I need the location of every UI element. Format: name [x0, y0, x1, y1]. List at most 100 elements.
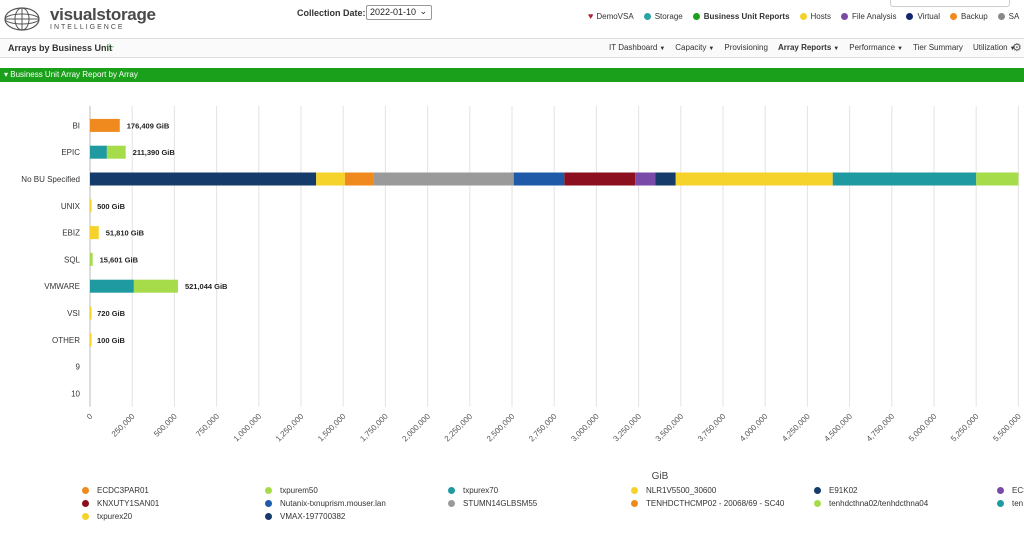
category-label: EPIC	[61, 148, 80, 157]
legend-item[interactable]: ECDC3PAR01	[82, 486, 149, 495]
menu-tier-summary[interactable]: Tier Summary	[913, 43, 963, 52]
nav-item-virtual[interactable]: Virtual	[906, 12, 940, 21]
nav-item-storage[interactable]: Storage	[643, 11, 683, 21]
category-label: UNIX	[61, 202, 81, 211]
nav-item-label: Backup	[960, 11, 988, 21]
bar-segment	[90, 199, 92, 213]
bar-segment	[133, 279, 178, 293]
legend-item[interactable]: txpurex20	[82, 512, 132, 521]
legend-dot-icon	[82, 500, 89, 507]
menu-capacity[interactable]: Capacity ▼	[675, 43, 714, 52]
x-tick-label: 1,750,000	[358, 411, 390, 443]
bar-segment	[513, 172, 565, 186]
legend-item[interactable]: NLR1V5500_30600	[631, 486, 716, 495]
legend-item[interactable]: txpurem50	[265, 486, 318, 495]
legend-label: NLR1V5500_30600	[646, 486, 717, 495]
legend-dot-icon	[631, 487, 638, 494]
x-tick-label: 2,500,000	[485, 411, 517, 443]
x-tick-label: 5,000,000	[907, 411, 939, 443]
legend-item[interactable]: tenhdcthna02/tenhdcthna04	[814, 499, 928, 508]
nav-item-label: Business Unit Reports	[703, 11, 790, 21]
nav-item-label: DemoVSA	[596, 11, 634, 21]
page-toolbar: Arrays by Business Unit ☆ IT Dashboard ▼ C…	[0, 38, 1024, 58]
x-tick-label: 500,000	[152, 411, 179, 438]
heart-icon: ♥	[588, 11, 594, 21]
x-tick-label: 4,500,000	[822, 411, 854, 443]
nav-item-demovsa[interactable]: ♥ DemoVSA	[588, 11, 634, 21]
legend-dot-icon	[265, 513, 272, 520]
nav-item-business-unit-reports[interactable]: Business Unit Reports	[692, 11, 790, 21]
menu-performance[interactable]: Performance ▼	[849, 43, 903, 52]
legend-label: ECS	[1012, 486, 1024, 495]
nav-item-label: File Analysis	[851, 11, 897, 21]
search-input[interactable]	[890, 0, 1010, 7]
nav-item-backup[interactable]: Backup	[949, 11, 988, 21]
section-title: ▾ Business Unit Array Report by Array	[4, 70, 138, 79]
bar-segment	[90, 226, 99, 240]
bar-segment	[90, 145, 107, 159]
x-tick-label: 5,500,000	[991, 411, 1023, 443]
menu-label: Array Reports	[777, 43, 832, 52]
legend-item[interactable]: ECS	[997, 486, 1024, 495]
category-label: VSI	[67, 309, 80, 318]
bar-segment	[106, 145, 126, 159]
x-tick-label: 3,000,000	[569, 411, 601, 443]
nav-item-sa[interactable]: SA	[997, 12, 1019, 21]
x-tick-label: 3,250,000	[611, 411, 643, 443]
x-tick-label: 1,500,000	[316, 411, 348, 443]
app-logo[interactable]: visualstorage INTELLIGENCE	[4, 4, 156, 34]
legend-item[interactable]: ten	[997, 499, 1023, 508]
report-menu: IT Dashboard ▼ Capacity ▼ Provisioning Array …	[609, 43, 1024, 52]
nav-item-label: Virtual	[917, 11, 940, 21]
logo-subtitle: INTELLIGENCE	[50, 24, 125, 31]
menu-it-dashboard[interactable]: IT Dashboard ▼	[609, 43, 665, 52]
legend-item[interactable]: E91K02	[814, 486, 857, 495]
favorite-star-icon[interactable]: ☆	[105, 42, 115, 54]
legend-dot-icon	[631, 500, 638, 507]
chevron-down-icon: ⌄	[419, 6, 427, 16]
globe-logo-icon	[4, 7, 40, 31]
menu-label: Capacity	[675, 43, 707, 52]
top-header: visualstorage INTELLIGENCE Collection Da…	[0, 0, 1024, 38]
legend-label: txpurem50	[280, 486, 318, 495]
top-nav: ♥ DemoVSA Storage Business Unit Reports Host…	[588, 9, 1024, 23]
legend-item[interactable]: Nutanix-txnuprism.mouser.lan	[265, 499, 386, 508]
legend-label: ECDC3PAR01	[97, 486, 149, 495]
category-label: BI	[72, 121, 80, 130]
gear-icon[interactable]: ⚙	[1012, 42, 1022, 54]
bar-total-label: 176,409 GiB	[127, 121, 170, 130]
legend-dot-icon	[82, 487, 89, 494]
bar-segment	[90, 279, 134, 293]
caret-down-icon: ▼	[708, 46, 715, 52]
menu-provisioning[interactable]: Provisioning	[724, 43, 768, 52]
nav-item-hosts[interactable]: Hosts	[799, 12, 831, 21]
category-label: VMWARE	[44, 282, 80, 291]
status-dot-icon	[949, 12, 957, 20]
section-header[interactable]: ▾ Business Unit Array Report by Array	[0, 68, 1024, 82]
bar-segment	[832, 172, 977, 186]
bar-total-label: 15,601 GiB	[100, 255, 139, 264]
collection-date-select[interactable]: 2022-01-10 ⌄	[366, 5, 432, 20]
category-label: 10	[71, 389, 80, 398]
x-tick-label: 3,750,000	[696, 411, 728, 443]
menu-utilization[interactable]: Utilization ▼	[973, 43, 1016, 52]
category-label: 9	[76, 363, 81, 372]
legend-item[interactable]: VMAX-197700382	[265, 512, 345, 521]
caret-down-icon: ▼	[897, 46, 903, 52]
nav-item-label: Storage	[654, 11, 683, 21]
menu-label: Performance	[849, 43, 896, 52]
bar-segment	[373, 172, 514, 186]
legend-item[interactable]: KNXUTY1SAN01	[82, 499, 159, 508]
legend-item[interactable]: txpurex70	[448, 486, 498, 495]
x-tick-label: 3,500,000	[654, 411, 686, 443]
nav-item-file-analysis[interactable]: File Analysis	[840, 11, 897, 21]
legend-item[interactable]: TENHDCTHCMP02 - 20068/69 - SC40	[631, 499, 784, 508]
bar-segment	[675, 172, 833, 186]
collection-date-label: Collection Date:	[297, 8, 366, 18]
category-label: SQL	[64, 255, 81, 264]
legend-label: STUMN14GLBSM55	[463, 499, 538, 508]
legend-label: txpurex70	[463, 486, 499, 495]
status-dot-icon	[840, 12, 848, 20]
menu-array-reports[interactable]: Array Reports ▼	[778, 43, 839, 52]
legend-item[interactable]: STUMN14GLBSM55	[448, 499, 537, 508]
